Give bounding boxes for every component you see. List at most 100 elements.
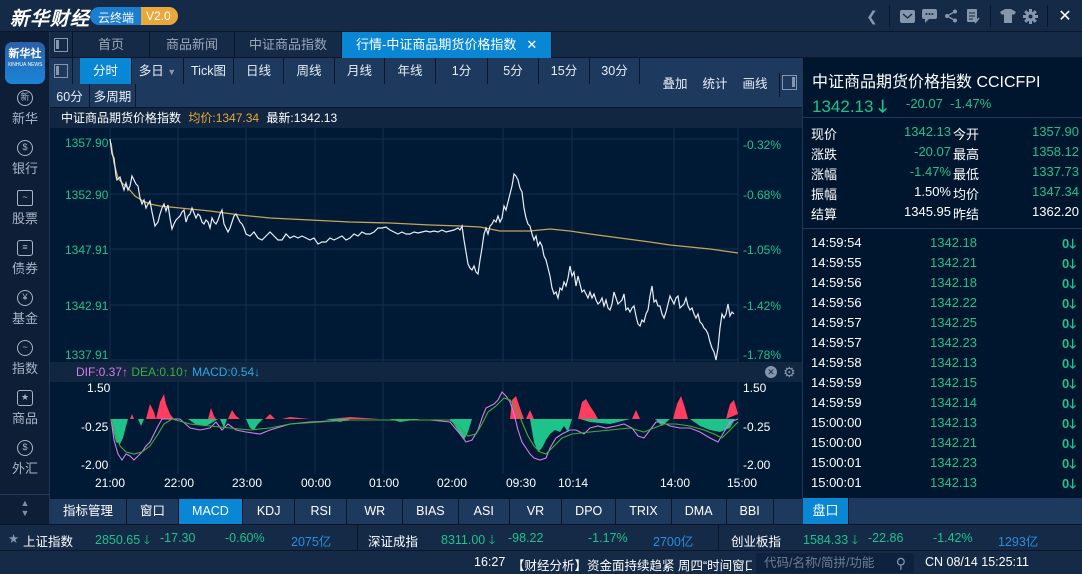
left-panel-toggle-icon[interactable] [50, 58, 73, 84]
macd-chart[interactable] [50, 382, 802, 474]
indicator-manage[interactable]: 指标管理 [50, 499, 128, 524]
indicator-vr[interactable]: VR [510, 499, 563, 524]
ticker-amount: 2700亿 [653, 535, 694, 549]
sidebar-item-commodity[interactable]: ★ 商品 [11, 390, 38, 426]
panel-toggle-icon[interactable] [50, 32, 73, 58]
gear-icon[interactable] [1019, 0, 1041, 32]
skin-icon[interactable] [997, 0, 1019, 32]
down-arrow-icon: 🡓 [1069, 336, 1076, 351]
period-multiday[interactable]: 多日 ▼ [132, 58, 184, 84]
back-chevron-icon[interactable]: ❮ [866, 7, 878, 24]
instrument-name: 中证商品期货价格指数 [61, 111, 182, 125]
quote-title: 中证商品期货价格指数 CCICFPI [812, 74, 1041, 91]
quote-price: 1342.13 🡓 [812, 97, 888, 116]
tick-row: 14:59:59 1342.15 0🡓 [811, 375, 1076, 391]
share-icon[interactable] [940, 0, 962, 32]
period-tick[interactable]: Tick图 [184, 58, 234, 84]
indicator-bias[interactable]: BIAS [403, 499, 459, 524]
x-axis-label: 02:00 [437, 476, 468, 490]
scroll-down-icon[interactable]: ▼ [20, 508, 30, 518]
ticker-change: -22.86 [868, 531, 904, 545]
ticker-amount: 1293亿 [998, 535, 1039, 549]
news-headline[interactable]: 【财经分析】资金面持续趋紧 周四“时间窗口”考 [512, 559, 752, 573]
ticker-change: -17.30 [160, 531, 196, 545]
close-icon[interactable]: ✕ [1058, 8, 1072, 25]
ticker-name[interactable]: 创业板指 [731, 535, 782, 549]
sidebar-item-forex[interactable]: $ 外汇 [11, 440, 38, 476]
quote-row: 结算 1345.95 昨结 1362.20 [811, 204, 1079, 222]
tick-row: 14:59:55 1342.21 0🡓 [811, 255, 1076, 271]
sidebar-item-bond[interactable]: ≡ 债券 [11, 240, 38, 276]
sidebar-scroll-arrows[interactable]: ▲ ▼ [0, 494, 50, 524]
period-intraday[interactable]: 分时 [80, 58, 132, 84]
down-arrow-icon: 🡓 [1069, 356, 1076, 371]
indicator-trix[interactable]: TRIX [616, 499, 672, 524]
y-axis-left-label: 1342.91 [65, 299, 109, 313]
tab-close-icon[interactable]: ✕ [526, 37, 538, 52]
sidebar-item-bank[interactable]: $ 银行 [11, 140, 38, 176]
badge-cloud-terminal: 云终端 [90, 7, 142, 25]
indicator-window[interactable]: 窗口 [127, 499, 180, 524]
mail-icon[interactable] [896, 0, 918, 32]
ticker-name[interactable]: 深证成指 [368, 535, 419, 549]
period-5min[interactable]: 5分 [488, 58, 539, 84]
quote-row: 涨幅 -1.47% 最低 1337.73 [811, 164, 1079, 182]
sidebar-item-fund[interactable]: ¥ 基金 [11, 290, 38, 326]
dollar-icon: $ [17, 140, 33, 156]
note-icon[interactable] [962, 0, 984, 32]
tab-quote-active[interactable]: 行情-中证商品期货价格指数 ✕ [342, 32, 553, 58]
period-multi-cycle[interactable]: 多周期 [90, 84, 136, 110]
indicator-asi[interactable]: ASI [459, 499, 510, 524]
indicator-wr[interactable]: WR [347, 499, 404, 524]
indicator-kdj[interactable]: KDJ [243, 499, 296, 524]
period-15min[interactable]: 15分 [539, 58, 590, 84]
status-bar: 16:27 【财经分析】资金面持续趋紧 周四“时间窗口”考 代码/名称/简拼/功… [0, 550, 1082, 574]
period-daily[interactable]: 日线 [234, 58, 284, 84]
indicator-rsi[interactable]: RSI [295, 499, 348, 524]
overlay-button[interactable]: 叠加 [662, 77, 688, 91]
period-60min[interactable]: 60分 [50, 84, 90, 110]
period-monthly[interactable]: 月线 [335, 58, 385, 84]
statistics-button[interactable]: 统计 [702, 77, 728, 91]
tab-home[interactable]: 首页 [73, 32, 150, 58]
period-weekly[interactable]: 周线 [284, 58, 335, 84]
news-time: 16:27 [474, 555, 506, 569]
app-logo: 新华财经 [10, 8, 91, 30]
tick-row: 14:59:59 1342.14 0🡓 [811, 395, 1076, 411]
period-1min[interactable]: 1分 [436, 58, 488, 84]
indicator-dma[interactable]: DMA [672, 499, 727, 524]
indicator-settings-gear-icon[interactable]: ⚙ [783, 364, 796, 380]
xinhua-logo[interactable]: 新华社 XINHUA NEWS [5, 42, 45, 84]
intraday-price-chart[interactable] [50, 128, 802, 362]
dropdown-arrow-icon: ▼ [167, 67, 177, 77]
search-icon[interactable]: ⚲ [895, 555, 906, 571]
tab-csi-commodity-index[interactable]: 中证商品指数 [235, 32, 342, 58]
indicator-bbi[interactable]: BBI [727, 499, 774, 524]
tab-commodity-news[interactable]: 商品新闻 [150, 32, 235, 58]
period-yearly[interactable]: 年线 [385, 58, 436, 84]
indicator-macd[interactable]: MACD [179, 499, 243, 524]
x-axis-label: 10:14 [558, 476, 589, 490]
x-axis-label: 14:00 [660, 476, 691, 490]
ticker-name[interactable]: 上证指数 [23, 535, 74, 549]
down-arrow-icon: 🡓 [1069, 456, 1076, 471]
right-panel-toggle-icon[interactable] [782, 75, 797, 90]
draw-line-button[interactable]: 画线 [742, 77, 768, 91]
period-30min[interactable]: 30分 [590, 58, 640, 84]
quote-bottom-tabs: 盘口 [803, 498, 1082, 524]
scroll-up-icon[interactable]: ▲ [20, 498, 30, 508]
tab-order-book[interactable]: 盘口 [803, 498, 849, 524]
y-axis-left-label: 1337.91 [65, 348, 109, 362]
pin-icon[interactable]: ★ [8, 532, 20, 546]
ticker-pct: -1.42% [933, 531, 973, 545]
sidebar-item-stock[interactable]: ~ 股票 [11, 190, 38, 226]
search-input[interactable]: 代码/名称/简拼/功能 ⚲ [756, 553, 914, 573]
indicator-dpo[interactable]: DPO [562, 499, 617, 524]
ticker-pct: -0.60% [225, 531, 265, 545]
sidebar-item-index[interactable]: ~ 指数 [11, 340, 38, 376]
sidebar-item-xinhua[interactable]: 新新华 [11, 90, 38, 126]
macd-y-right-label: -2.00 [743, 458, 771, 472]
close-indicator-icon[interactable]: ✕ [765, 366, 777, 378]
chat-icon[interactable] [918, 0, 940, 32]
y-axis-left-label: 1347.91 [65, 243, 109, 257]
